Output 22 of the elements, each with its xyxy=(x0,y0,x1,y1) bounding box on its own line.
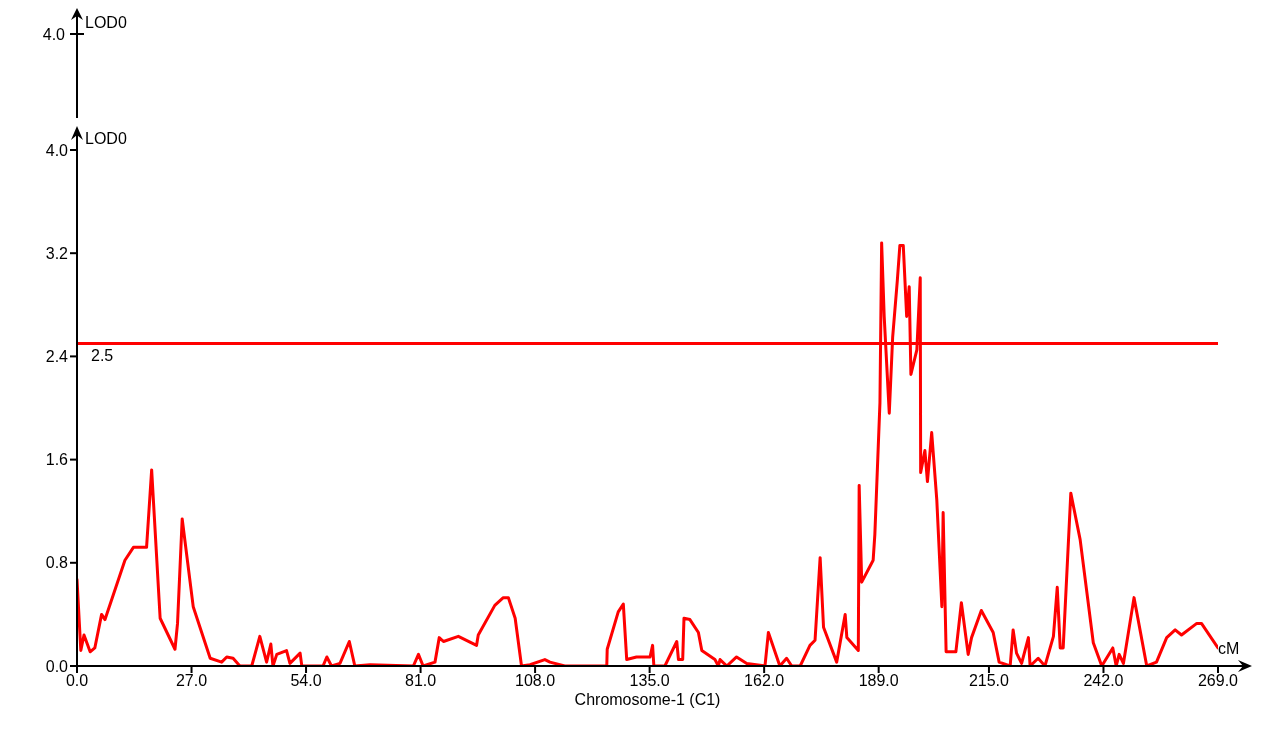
y-tick-label: 4.0 xyxy=(45,141,69,159)
annotation: cM xyxy=(1218,640,1240,657)
x-tick-label: 215.0 xyxy=(968,672,1010,690)
x-tick-label: 189.0 xyxy=(858,672,899,690)
y-tick-label: 3.2 xyxy=(45,244,69,262)
x-tick-label: 81.0 xyxy=(405,672,437,690)
x-tick-label: 162.0 xyxy=(744,672,785,690)
x-tick-label: 242.0 xyxy=(1083,672,1124,690)
y-tick-label: 0.8 xyxy=(45,554,69,572)
x-tick-label: 135.0 xyxy=(629,672,670,690)
x-tick-label: 27.0 xyxy=(175,672,208,690)
x-tick-label: 108.0 xyxy=(515,672,556,690)
y-axis-title: LOD0 xyxy=(85,130,127,147)
y-tick-label: 0.0 xyxy=(45,657,69,675)
x-tick-label: 0.0 xyxy=(65,672,89,690)
y-tick-label: 1.6 xyxy=(45,451,69,469)
x-tick-label: 269.0 xyxy=(1197,672,1239,690)
x-tick-label: 54.0 xyxy=(290,672,322,690)
x-axis-title: Chromosome-1 (C1) xyxy=(574,691,721,709)
y-tick-label: 2.4 xyxy=(45,348,69,366)
ref-line-label: 2.5 xyxy=(91,346,114,364)
text: LOD0 xyxy=(85,14,127,31)
